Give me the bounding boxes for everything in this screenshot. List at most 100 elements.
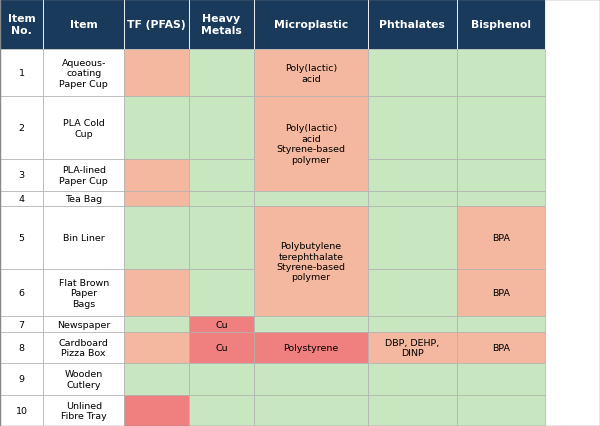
Bar <box>43 363 124 394</box>
Text: TF (PFAS): TF (PFAS) <box>127 20 186 30</box>
Bar <box>43 191 124 207</box>
Bar <box>0 50 43 97</box>
Bar <box>0 269 43 317</box>
Bar <box>0 332 43 363</box>
Text: 2: 2 <box>19 124 25 133</box>
Bar <box>457 207 545 269</box>
Bar <box>43 207 124 269</box>
Text: Aqueous-
coating
Paper Cup: Aqueous- coating Paper Cup <box>59 59 108 89</box>
Bar <box>124 317 189 332</box>
Bar <box>457 160 545 191</box>
Bar <box>254 332 368 363</box>
Bar <box>254 0 368 50</box>
Bar <box>368 191 457 207</box>
Bar <box>254 394 368 426</box>
Bar <box>457 332 545 363</box>
Text: 5: 5 <box>19 233 25 243</box>
Text: Item: Item <box>70 20 98 30</box>
Text: Unlined
Fibre Tray: Unlined Fibre Tray <box>61 401 107 420</box>
Bar <box>368 207 457 269</box>
Bar <box>189 332 254 363</box>
Bar <box>254 363 368 394</box>
Bar <box>189 191 254 207</box>
Bar <box>368 50 457 97</box>
Bar <box>124 50 189 97</box>
Bar <box>0 0 43 50</box>
Bar <box>0 160 43 191</box>
Text: BPA: BPA <box>492 288 510 297</box>
Bar <box>254 191 368 207</box>
Text: Flat Brown
Paper
Bags: Flat Brown Paper Bags <box>59 278 109 308</box>
Text: 3: 3 <box>19 171 25 180</box>
Text: Item
No.: Item No. <box>8 14 35 36</box>
Bar <box>457 317 545 332</box>
Text: PLA-lined
Paper Cup: PLA-lined Paper Cup <box>59 166 108 185</box>
Text: Wooden
Cutlery: Wooden Cutlery <box>65 369 103 389</box>
Bar <box>189 97 254 160</box>
Text: Poly(lactic)
acid: Poly(lactic) acid <box>284 64 337 83</box>
Text: Polybutylene
terephthalate
Styrene-based
polymer: Polybutylene terephthalate Styrene-based… <box>277 242 346 282</box>
Bar <box>124 160 189 191</box>
Bar <box>43 332 124 363</box>
Bar <box>368 97 457 160</box>
Text: Polystyrene: Polystyrene <box>283 343 338 352</box>
Bar <box>254 97 368 191</box>
Text: Cardboard
Pizza Box: Cardboard Pizza Box <box>59 338 109 357</box>
Text: Cu: Cu <box>215 320 228 329</box>
Text: 4: 4 <box>19 195 25 204</box>
Bar <box>457 191 545 207</box>
Bar <box>0 207 43 269</box>
Bar <box>189 0 254 50</box>
Bar <box>189 207 254 269</box>
Text: 7: 7 <box>19 320 25 329</box>
Text: 1: 1 <box>19 69 25 78</box>
Bar <box>43 0 124 50</box>
Text: Bisphenol: Bisphenol <box>471 20 531 30</box>
Bar <box>0 317 43 332</box>
Text: 10: 10 <box>16 406 28 415</box>
Bar <box>457 269 545 317</box>
Bar <box>0 191 43 207</box>
Bar <box>368 0 457 50</box>
Text: BPA: BPA <box>492 343 510 352</box>
Bar <box>457 394 545 426</box>
Bar <box>43 50 124 97</box>
Bar <box>254 317 368 332</box>
Text: Poly(lactic)
acid
Styrene-based
polymer: Poly(lactic) acid Styrene-based polymer <box>277 124 346 164</box>
Bar <box>189 269 254 317</box>
Text: Newspaper: Newspaper <box>57 320 110 329</box>
Bar <box>189 363 254 394</box>
Text: Phthalates: Phthalates <box>379 20 445 30</box>
Bar <box>43 97 124 160</box>
Bar <box>368 160 457 191</box>
Bar <box>124 332 189 363</box>
Bar <box>189 50 254 97</box>
Bar <box>368 269 457 317</box>
Bar <box>124 394 189 426</box>
Bar <box>0 394 43 426</box>
Bar <box>43 269 124 317</box>
Bar <box>254 207 368 317</box>
Bar <box>124 0 189 50</box>
Bar <box>43 317 124 332</box>
Bar <box>254 50 368 97</box>
Bar <box>368 394 457 426</box>
Bar <box>43 160 124 191</box>
Bar <box>457 0 545 50</box>
Text: BPA: BPA <box>492 233 510 243</box>
Bar <box>124 207 189 269</box>
Bar <box>43 394 124 426</box>
Bar <box>368 317 457 332</box>
Text: Microplastic: Microplastic <box>274 20 348 30</box>
Text: Heavy
Metals: Heavy Metals <box>201 14 242 36</box>
Text: 9: 9 <box>19 374 25 383</box>
Text: PLA Cold
Cup: PLA Cold Cup <box>63 119 104 138</box>
Bar <box>457 97 545 160</box>
Text: 8: 8 <box>19 343 25 352</box>
Bar <box>124 269 189 317</box>
Bar <box>368 332 457 363</box>
Bar <box>368 363 457 394</box>
Bar <box>189 394 254 426</box>
Bar <box>189 160 254 191</box>
Text: 6: 6 <box>19 288 25 297</box>
